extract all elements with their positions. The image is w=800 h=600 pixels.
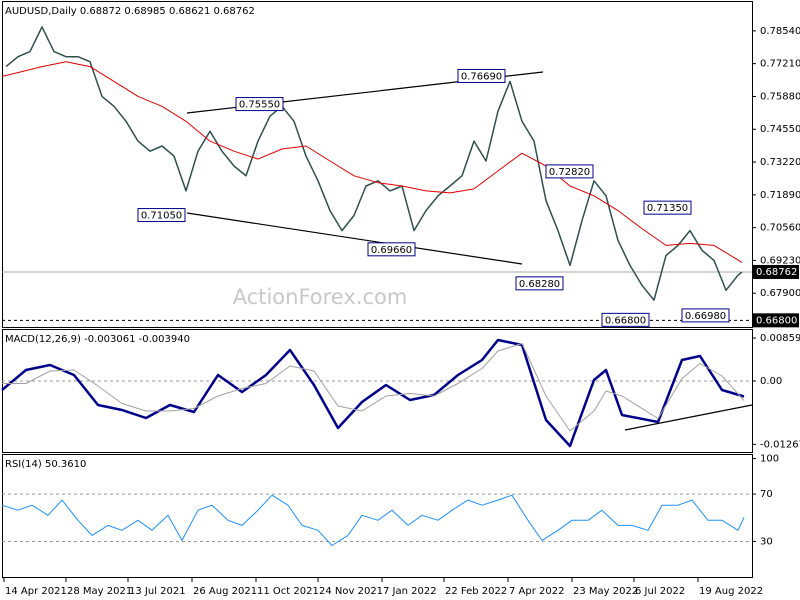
x-tick-label: 7 Apr 2022	[509, 586, 564, 597]
series-line	[2, 343, 745, 432]
frames	[2, 1, 753, 578]
annotation-label: 0.75550	[239, 100, 280, 111]
y-tick-label: 0.78540	[760, 26, 800, 37]
y-tick-label: -0.01267	[760, 439, 800, 450]
y-tick-label: 30	[760, 536, 773, 547]
x-tick-label: 7 Jan 2022	[383, 586, 437, 597]
y-tick-label: 0.74550	[760, 124, 800, 135]
y-tick-label: 0.77210	[760, 59, 800, 70]
series-line	[1, 61, 743, 263]
series-line	[1, 494, 745, 546]
annotation-label: 0.72820	[549, 167, 590, 178]
x-tick-label: 19 Aug 2022	[699, 586, 763, 597]
annotation-box	[137, 208, 186, 223]
y-tick-label: 0.69230	[760, 255, 800, 266]
x-tick-label: 23 May 2022	[573, 586, 638, 597]
series-line	[5, 26, 743, 301]
annotation-box	[367, 242, 416, 257]
x-tick-label: 11 Oct 2021	[257, 586, 319, 597]
price-marker-label: 0.66800	[756, 315, 797, 326]
annotation-label: 0.66800	[605, 315, 646, 326]
x-tick-label: 26 Aug 2021	[193, 586, 257, 597]
annotation-box	[601, 312, 650, 327]
rsi-title: RSI(14) 50.3610	[5, 459, 86, 470]
price-title: AUDUSD,Daily 0.68872 0.68985 0.68621 0.6…	[5, 6, 255, 17]
annotation-label: 0.71350	[647, 203, 688, 214]
price-marker-label: 0.68762	[756, 267, 797, 278]
watermark: ActionForex.com	[233, 285, 408, 309]
y-tick-label: 0.008596	[760, 333, 800, 344]
y-tick-label: 70	[760, 489, 773, 500]
y-tick-label: 0.00	[760, 376, 782, 387]
annotation-box	[545, 164, 594, 179]
annotation-box	[457, 68, 506, 83]
annotation-label: 0.71050	[141, 211, 182, 222]
x-tick-label: 6 Jul 2022	[635, 586, 685, 597]
y-tick-label: 0.70560	[760, 223, 800, 234]
price-marker	[753, 264, 799, 279]
x-tick-label: 13 Jul 2021	[129, 586, 186, 597]
annotation-box	[515, 276, 564, 291]
annotation-label: 0.76690	[461, 71, 502, 82]
price-panel	[2, 1, 753, 328]
annotation-box	[643, 200, 692, 215]
x-tick-label: 14 Apr 2021	[5, 586, 67, 597]
y-tick-label: 0.71890	[760, 190, 800, 201]
x-tick-label: 22 Feb 2022	[445, 586, 507, 597]
annotation-box	[681, 308, 730, 323]
macd-title: MACD(12,26,9) -0.003061 -0.003940	[5, 334, 190, 345]
series-line	[1, 338, 745, 448]
macd-trend-line	[624, 404, 753, 431]
y-tick-label: 100	[760, 454, 779, 465]
y-tick-label: 0.67900	[760, 288, 800, 299]
x-tick-label: 24 Nov 2021	[319, 586, 383, 597]
y-tick-label: 0.75880	[760, 91, 800, 102]
annotation-box	[235, 97, 284, 112]
annotation-label: 0.69660	[371, 245, 412, 256]
annotation-label: 0.68280	[519, 279, 560, 290]
rsi-panel	[2, 454, 753, 578]
y-tick-label: 0.73220	[760, 157, 800, 168]
lower-trend-line	[186, 212, 523, 265]
x-tick-label: 28 May 2021	[67, 586, 132, 597]
price-marker	[753, 313, 799, 328]
annotation-label: 0.66980	[685, 311, 726, 322]
macd-panel	[2, 329, 753, 453]
